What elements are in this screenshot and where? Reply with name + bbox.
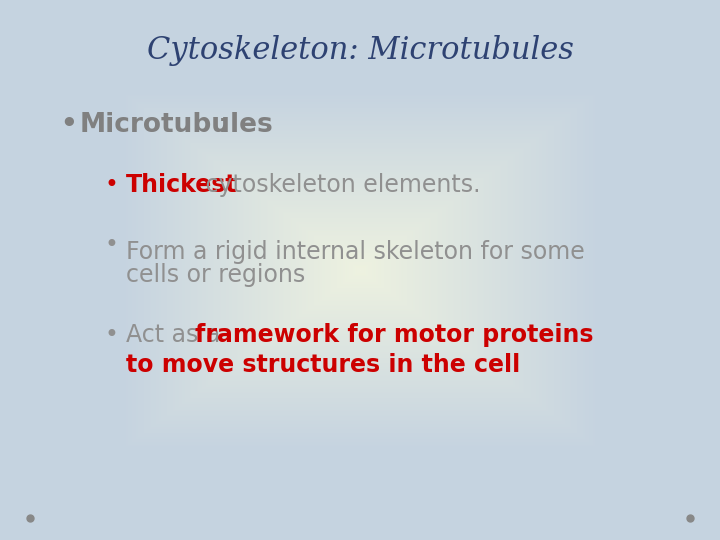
Text: framework for motor proteins: framework for motor proteins xyxy=(195,323,593,347)
Text: cells or regions: cells or regions xyxy=(126,263,305,287)
Text: Act as a: Act as a xyxy=(126,323,228,347)
Text: Thickest: Thickest xyxy=(126,173,238,197)
Text: Form a rigid internal skeleton for some: Form a rigid internal skeleton for some xyxy=(126,240,585,264)
Text: cytoskeleton elements.: cytoskeleton elements. xyxy=(198,173,480,197)
Text: •: • xyxy=(60,112,77,138)
Text: •: • xyxy=(105,233,119,257)
Text: Microtubules: Microtubules xyxy=(80,112,274,138)
Text: •: • xyxy=(105,323,119,347)
Text: •: • xyxy=(105,173,119,197)
Text: to move structures in the cell: to move structures in the cell xyxy=(126,353,521,377)
Text: :: : xyxy=(218,112,227,138)
Text: Cytoskeleton: Microtubules: Cytoskeleton: Microtubules xyxy=(147,35,573,65)
